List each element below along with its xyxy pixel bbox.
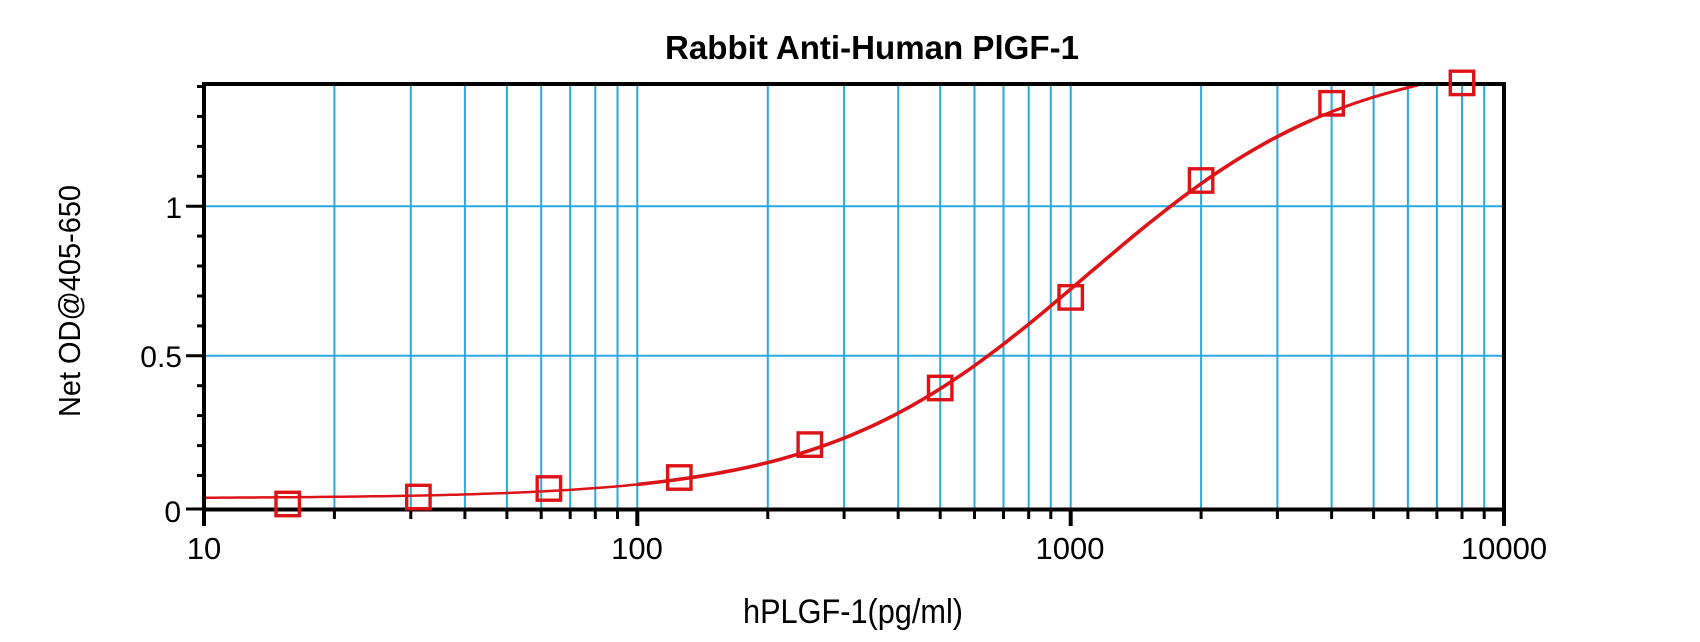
svg-text:1000: 1000	[1036, 531, 1105, 566]
svg-text:1: 1	[165, 192, 182, 225]
svg-text:hPLGF-1(pg/ml): hPLGF-1(pg/ml)	[743, 593, 963, 631]
svg-text:0.5: 0.5	[140, 341, 182, 374]
svg-text:Net OD@405-650: Net OD@405-650	[52, 185, 87, 417]
svg-text:0: 0	[164, 496, 181, 529]
svg-text:10000: 10000	[1461, 531, 1547, 566]
svg-text:100: 100	[611, 531, 663, 566]
svg-text:10: 10	[187, 531, 221, 566]
svg-text:Rabbit Anti-Human PlGF-1: Rabbit Anti-Human PlGF-1	[665, 29, 1079, 66]
